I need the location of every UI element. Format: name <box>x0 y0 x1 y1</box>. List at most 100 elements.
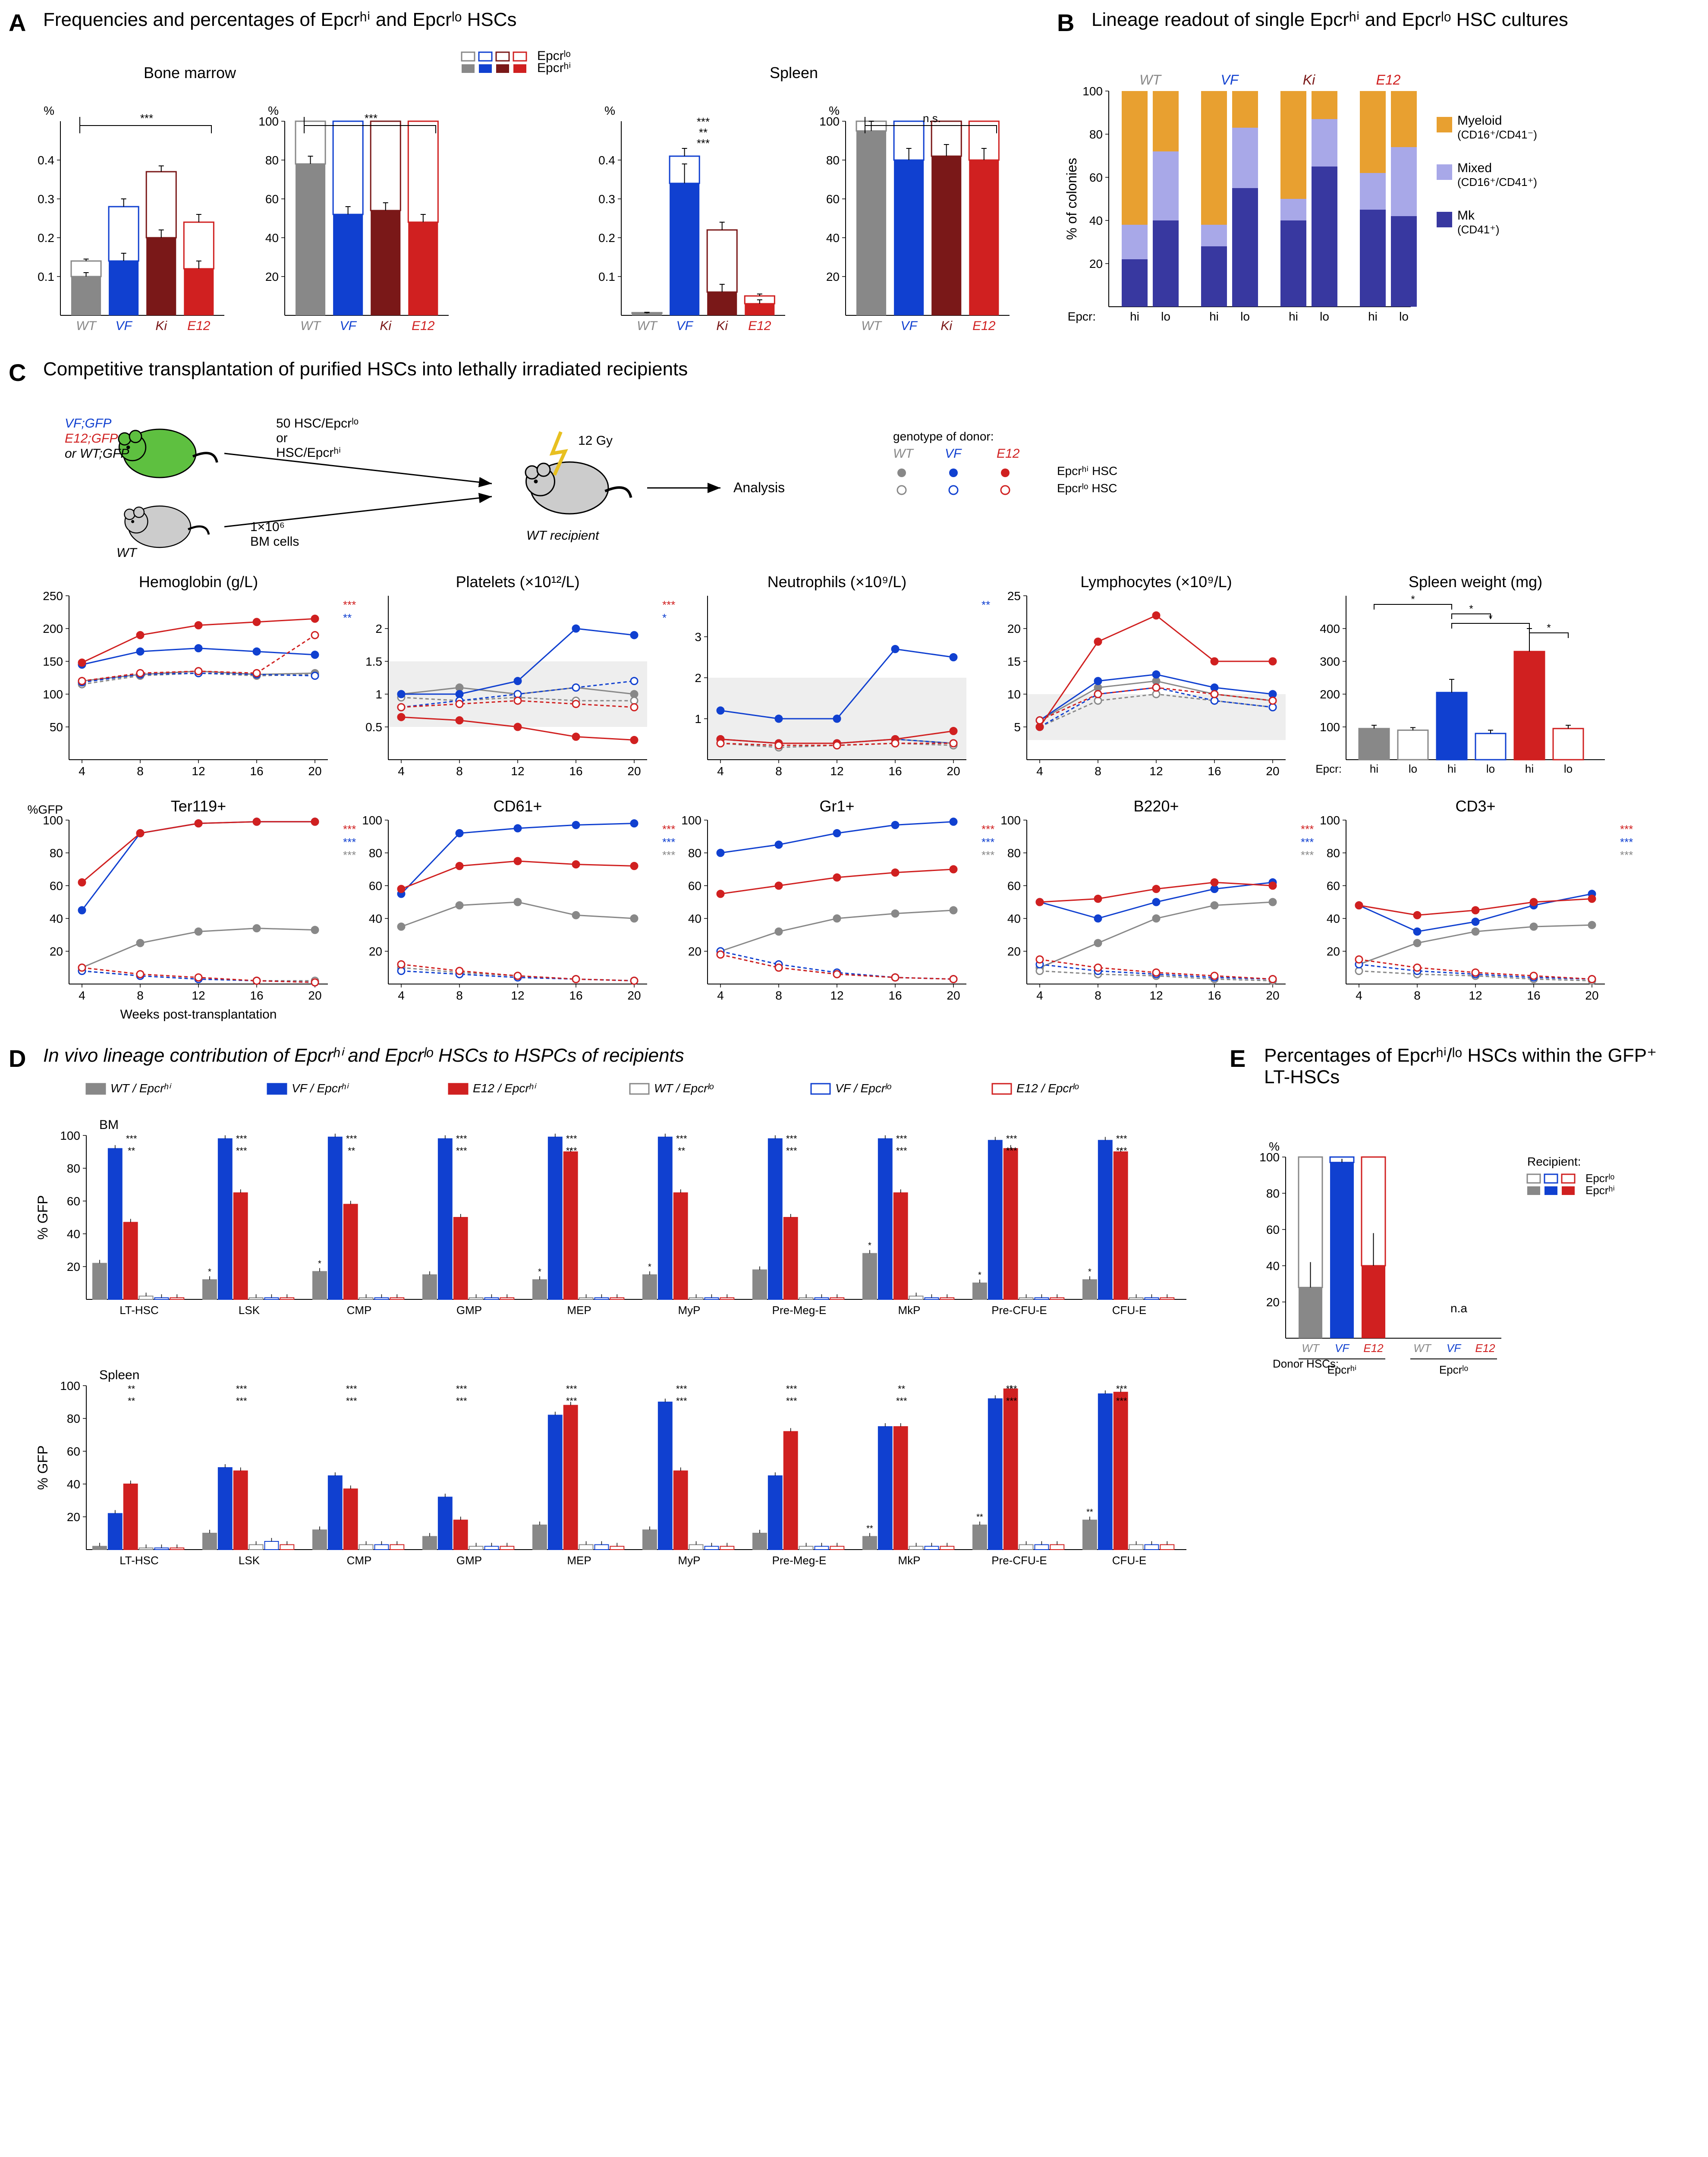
svg-text:*: * <box>1488 613 1492 624</box>
panel-c-label: C <box>9 358 26 387</box>
svg-text:WT / Epcrˡᵒ: WT / Epcrˡᵒ <box>654 1082 714 1095</box>
svg-text:***: *** <box>676 1383 687 1394</box>
svg-text:16: 16 <box>888 764 902 778</box>
svg-text:Analysis: Analysis <box>733 480 785 495</box>
svg-text:***: *** <box>566 1133 577 1144</box>
svg-text:CMP: CMP <box>347 1304 372 1317</box>
svg-text:20: 20 <box>627 764 641 778</box>
svg-text:3: 3 <box>695 630 701 644</box>
svg-text:***: *** <box>456 1145 467 1156</box>
svg-text:***: *** <box>662 836 675 849</box>
svg-text:***: *** <box>981 836 994 849</box>
svg-text:VF: VF <box>340 319 357 333</box>
svg-text:genotype of donor:: genotype of donor: <box>893 430 994 443</box>
svg-text:20: 20 <box>369 945 382 958</box>
svg-text:400: 400 <box>1320 622 1340 635</box>
svg-text:% of colonies: % of colonies <box>1064 158 1079 240</box>
svg-text:E12: E12 <box>972 319 996 333</box>
svg-text:8: 8 <box>1095 764 1101 778</box>
svg-text:40: 40 <box>265 231 279 245</box>
svg-text:16: 16 <box>1527 989 1540 1002</box>
svg-text:4: 4 <box>398 764 405 778</box>
svg-text:100: 100 <box>60 1129 80 1142</box>
svg-text:16: 16 <box>569 764 582 778</box>
svg-text:5: 5 <box>1014 720 1021 734</box>
svg-text:***: *** <box>1620 823 1633 836</box>
panel-e: E Percentages of Epcrʰⁱ/ˡᵒ HSCs within t… <box>1230 1044 1683 1399</box>
svg-text:200: 200 <box>43 622 63 635</box>
svg-text:***: *** <box>1116 1145 1127 1156</box>
svg-text:***: *** <box>236 1383 247 1394</box>
svg-text:VF: VF <box>676 319 693 333</box>
svg-text:15: 15 <box>1007 655 1021 668</box>
svg-text:%: % <box>268 104 279 117</box>
svg-text:lo: lo <box>1409 762 1417 775</box>
svg-text:CMP: CMP <box>347 1554 372 1567</box>
svg-text:80: 80 <box>688 846 701 860</box>
svg-text:*: * <box>1411 594 1415 605</box>
svg-text:E12;GFP: E12;GFP <box>65 431 118 446</box>
svg-text:Ki: Ki <box>380 319 392 333</box>
svg-text:LT-HSC: LT-HSC <box>120 1554 159 1567</box>
svg-text:Bone marrow: Bone marrow <box>144 64 236 82</box>
svg-text:20: 20 <box>1007 945 1021 958</box>
svg-text:*: * <box>208 1267 211 1277</box>
svg-text:60: 60 <box>1327 879 1340 893</box>
svg-text:12: 12 <box>192 989 205 1002</box>
svg-text:hi: hi <box>1525 762 1534 775</box>
svg-text:hi: hi <box>1130 310 1139 323</box>
svg-text:GMP: GMP <box>456 1554 482 1567</box>
svg-text:20: 20 <box>308 764 321 778</box>
svg-text:100: 100 <box>1320 814 1340 827</box>
svg-text:20: 20 <box>688 945 701 958</box>
svg-text:Platelets (×10¹²/L): Platelets (×10¹²/L) <box>456 573 579 591</box>
svg-text:*: * <box>648 1262 651 1272</box>
svg-text:80: 80 <box>67 1162 80 1175</box>
svg-text:E12: E12 <box>1475 1342 1495 1355</box>
svg-text:***: *** <box>981 823 994 836</box>
svg-text:50 HSC/Epcrˡᵒ: 50 HSC/Epcrˡᵒ <box>276 416 359 431</box>
svg-text:80: 80 <box>1327 846 1340 860</box>
svg-text:8: 8 <box>456 764 463 778</box>
svg-text:1: 1 <box>375 688 382 701</box>
svg-text:4: 4 <box>717 989 724 1002</box>
svg-text:Epcrʰⁱ: Epcrʰⁱ <box>1327 1363 1356 1376</box>
svg-text:MEP: MEP <box>567 1554 591 1567</box>
panel-c-row1: 50100150200250Hemoglobin (g/L)48121620**… <box>9 561 1691 786</box>
svg-text:20: 20 <box>1327 945 1340 958</box>
svg-text:BM cells: BM cells <box>250 535 299 549</box>
svg-text:Spleen weight (mg): Spleen weight (mg) <box>1409 573 1542 591</box>
svg-text:Epcrˡᵒ: Epcrˡᵒ <box>1585 1172 1615 1185</box>
panel-d: D In vivo lineage contribution of Epcrʰⁱ… <box>9 1044 1217 1593</box>
svg-text:***: *** <box>346 1383 357 1394</box>
svg-text:***: *** <box>343 836 356 849</box>
svg-text:***: *** <box>456 1396 467 1406</box>
svg-text:***: *** <box>566 1396 577 1406</box>
svg-text:4: 4 <box>79 764 85 778</box>
svg-text:0.2: 0.2 <box>598 231 615 245</box>
svg-text:40: 40 <box>1089 214 1103 227</box>
svg-text:***: *** <box>1006 1396 1017 1406</box>
svg-text:MkP: MkP <box>898 1304 921 1317</box>
svg-text:hi: hi <box>1289 310 1298 323</box>
panel-d-chart: WT / EpcrʰⁱVF / EpcrʰⁱE12 / EpcrʰⁱWT / E… <box>9 1075 1217 1593</box>
svg-text:***: *** <box>896 1145 907 1156</box>
panel-b-chart: 20406080100% of colonieshilohilohilohilo… <box>1057 39 1683 341</box>
svg-text:HSC/Epcrʰⁱ: HSC/Epcrʰⁱ <box>276 446 341 460</box>
svg-text:20: 20 <box>1266 764 1279 778</box>
svg-text:**: ** <box>981 598 990 611</box>
svg-text:hi: hi <box>1447 762 1456 775</box>
svg-text:***: *** <box>1006 1133 1017 1144</box>
svg-text:VF / Epcrˡᵒ: VF / Epcrˡᵒ <box>835 1082 892 1095</box>
svg-text:20: 20 <box>67 1260 80 1273</box>
svg-text:***: *** <box>697 137 710 150</box>
svg-text:4: 4 <box>1036 989 1043 1002</box>
svg-text:% GFP: % GFP <box>35 1445 50 1490</box>
svg-text:E12 / Epcrˡᵒ: E12 / Epcrˡᵒ <box>1016 1082 1079 1095</box>
svg-text:20: 20 <box>308 989 321 1002</box>
svg-text:or WT;GFP: or WT;GFP <box>65 446 129 461</box>
svg-text:LSK: LSK <box>239 1554 260 1567</box>
svg-text:(CD41⁺): (CD41⁺) <box>1457 223 1500 236</box>
svg-text:8: 8 <box>137 989 144 1002</box>
svg-text:Epcrˡᵒ HSC: Epcrˡᵒ HSC <box>1057 481 1117 495</box>
